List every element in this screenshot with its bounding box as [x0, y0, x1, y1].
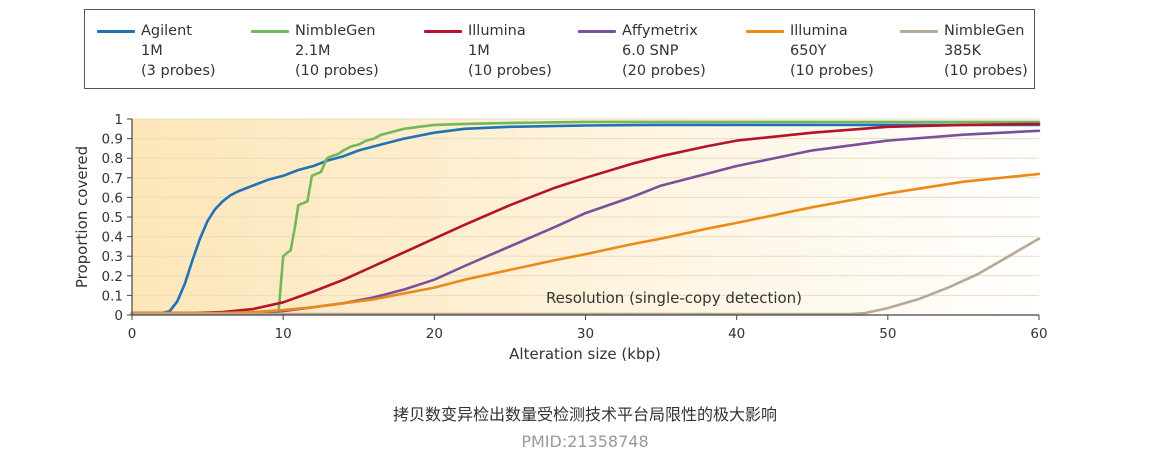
line-chart: 00.10.20.30.40.50.60.70.80.910 10 20 30 40 50… [73, 112, 1048, 363]
resolution-annotation: Resolution (single-copy detection) [546, 289, 802, 307]
legend-label-line: (20 probes) [622, 63, 706, 79]
legend-label: Agilent 1M (3 probes) [141, 21, 216, 81]
legend-label-line: (10 probes) [295, 63, 379, 79]
x-tick-label: 40 [728, 326, 745, 342]
legend-swatch [424, 30, 462, 33]
gridlines [132, 118, 1039, 296]
legend-label-line: (10 probes) [790, 63, 874, 79]
legend-swatch [251, 30, 289, 33]
legend-label: Illumina 650Y (10 probes) [790, 21, 874, 81]
series-line [130, 123, 1041, 315]
legend-label-line: 1M [468, 43, 490, 59]
series-line [130, 122, 1041, 315]
y-tick-label: 0.2 [102, 269, 123, 285]
series-line [130, 120, 1041, 315]
y-tick-label: 0.4 [102, 230, 123, 246]
y-tick-label: 0.8 [102, 151, 123, 167]
x-tick-label: 20 [426, 326, 443, 342]
legend-label: Affymetrix 6.0 SNP (20 probes) [622, 21, 706, 81]
legend-label-line: 1M [141, 43, 163, 59]
legend-swatch [900, 30, 938, 33]
x-tick-label: 0 [128, 326, 137, 342]
legend-label-line: (3 probes) [141, 63, 216, 79]
legend-swatch [578, 30, 616, 33]
y-tick-label: 0.1 [102, 288, 123, 304]
axes: 00.10.20.30.40.50.60.70.80.910 10 20 30 40 50… [102, 112, 1048, 342]
legend-label-line: 6.0 SNP [622, 43, 679, 59]
figure-caption: 拷贝数变异检出数量受检测技术平台局限性的极大影响 [392, 405, 777, 424]
pmid-reference: PMID:21358748 [521, 432, 649, 451]
x-axis-label: Alteration size (kbp) [509, 345, 661, 363]
series-line [130, 172, 1041, 315]
legend-label: NimbleGen 385K (10 probes) [944, 21, 1028, 81]
y-tick-label: 0.7 [102, 171, 123, 187]
y-tick-label: 0.6 [102, 190, 123, 206]
x-tick-label: 30 [577, 326, 594, 342]
x-tick-label: 10 [275, 326, 292, 342]
legend-label: Illumina 1M (10 probes) [468, 21, 552, 81]
chart-legend: Agilent 1M (3 probes) NimbleGen 2.1M (10 prob… [84, 9, 1035, 89]
legend-label-line: Agilent [141, 23, 192, 39]
y-tick-label: 0.9 [102, 132, 123, 148]
legend-label-line: 2.1M [295, 43, 331, 59]
x-tick-label: 50 [879, 326, 896, 342]
y-tick-label: 0.3 [102, 249, 123, 265]
legend-label: NimbleGen 2.1M (10 probes) [295, 21, 379, 81]
legend-label-line: Illumina [790, 23, 848, 39]
legend-label-line: (10 probes) [468, 63, 552, 79]
y-tick-label: 0.5 [102, 210, 123, 226]
x-tick-label: 60 [1030, 326, 1047, 342]
legend-swatch [746, 30, 784, 33]
legend-label-line: NimbleGen [944, 23, 1025, 39]
legend-swatch [97, 30, 135, 33]
legend-label-line: 385K [944, 43, 982, 59]
y-axis-label: Proportion covered [73, 146, 91, 288]
y-tick-label: 1 [114, 112, 123, 128]
legend-label-line: Affymetrix [622, 23, 698, 39]
legend-label-line: 650Y [790, 43, 827, 59]
legend-label-line: (10 probes) [944, 63, 1028, 79]
series-line [130, 237, 1041, 316]
series-layer [130, 120, 1041, 316]
legend-label-line: Illumina [468, 23, 526, 39]
legend-label-line: NimbleGen [295, 23, 376, 39]
y-tick-label: 0 [114, 308, 123, 324]
